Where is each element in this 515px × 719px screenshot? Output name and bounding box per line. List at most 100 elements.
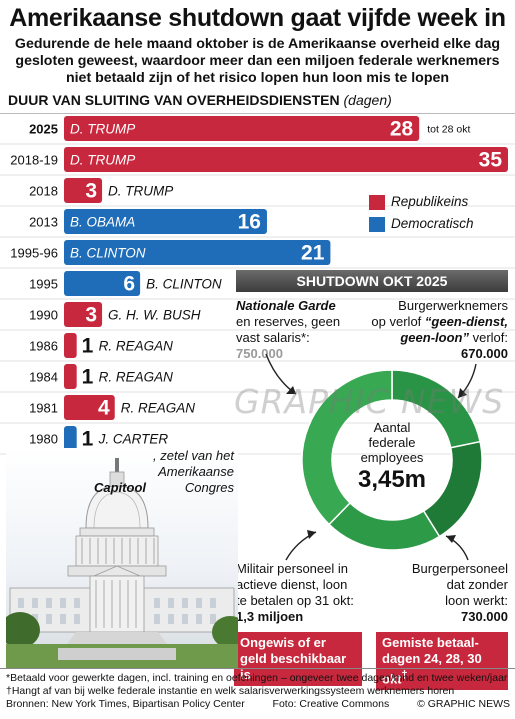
civilian-line3: loon werkt: [445, 593, 508, 608]
value-label: 3 [85, 180, 97, 203]
furlough-quote: “geen-dienst, geen-loon” [400, 314, 508, 345]
military-line3: te betalen op 31 okt: [236, 593, 354, 608]
category-label: 2018 [29, 184, 58, 199]
donut-center-line1: Aantal [373, 420, 411, 435]
footer-divider [0, 668, 515, 669]
president-label: J. CARTER [98, 432, 169, 447]
furlough-line3: verlof: [472, 330, 508, 345]
president-label: D. TRUMP [70, 122, 135, 137]
national-guard-label: Nationale Garde [236, 298, 336, 313]
furlough-line1: Burgerwerknemers [398, 298, 508, 313]
chart-title-text: DUUR VAN SLUITING VAN OVERHEIDSDIENSTEN [8, 92, 340, 108]
footnote-1: *Betaald voor gewerkte dagen, incl. trai… [6, 672, 508, 684]
value-label: 4 [98, 397, 110, 420]
civilian-annotation: Burgerpersoneel dat zonder loon werkt: 7… [384, 561, 508, 625]
furlough-value: 670.000 [461, 346, 508, 361]
president-label: R. REAGAN [121, 401, 196, 416]
president-label: B. OBAMA [70, 215, 135, 230]
photo-credit: Foto: Creative Commons [272, 698, 390, 710]
president-label: R. REAGAN [99, 370, 174, 385]
category-label: 1990 [29, 308, 58, 323]
bar [64, 178, 103, 203]
category-label: 1984 [29, 370, 58, 385]
page-subtitle: Gedurende de hele maand oktober is de Am… [14, 36, 501, 86]
military-line1: Militair personeel in [236, 561, 348, 576]
capitol-photo: Capitool , zetel van het Amerikaanse Cong… [0, 448, 248, 678]
chart-unit: (dagen) [343, 92, 392, 108]
president-label: D. TRUMP [70, 153, 135, 168]
donut-center-line2: federale [368, 435, 416, 450]
president-label: R. REAGAN [99, 339, 174, 354]
military-line2: actieve dienst, loon [236, 577, 348, 592]
value-label: 35 [479, 149, 503, 172]
donut-slice [301, 369, 393, 526]
bar [64, 209, 267, 234]
annotation-arrows-top [265, 353, 477, 399]
civilian-line2: dat zonder [446, 577, 508, 592]
watermark: GRAPHIC NEWS [234, 382, 505, 421]
bar [64, 302, 103, 327]
value-label: 1 [82, 366, 94, 389]
missed-paydays-line1: Gemiste betaal- [382, 635, 479, 650]
donut-svg [301, 369, 483, 551]
president-label: G. H. W. BUSH [108, 308, 201, 323]
value-label: 28 [390, 118, 414, 141]
dagger-mark: † [401, 669, 408, 681]
bar [64, 240, 331, 265]
bar [64, 147, 508, 172]
panel-header: SHUTDOWN OKT 2025 [236, 270, 508, 292]
value-label: 1 [82, 428, 94, 451]
capitol-caption: Capitool , zetel van het Amerikaanse Cong… [94, 448, 234, 496]
military-annotation: Militair personeel in actieve dienst, lo… [236, 561, 376, 625]
annotation-arrows-bottom [285, 530, 469, 561]
legend-label-democrat: Democratisch [391, 216, 474, 231]
value-label: 21 [301, 242, 325, 265]
donut-center-line3: employees [360, 450, 424, 465]
president-label: B. CLINTON [70, 246, 146, 261]
credits-row: Bronnen: New York Times, Bipartisan Poli… [6, 698, 510, 711]
civilian-value: 730.000 [461, 609, 508, 624]
category-label: 1980 [29, 432, 58, 447]
category-label: 1995 [29, 277, 58, 292]
bar [64, 364, 77, 389]
category-label: 2013 [29, 215, 58, 230]
donut-center: Aantal federale employees 3,45m [300, 420, 484, 495]
chart-title: DUUR VAN SLUITING VAN OVERHEIDSDIENSTEN … [8, 92, 392, 108]
furlough-line2: op verlof [371, 314, 422, 329]
bar [64, 271, 141, 296]
bar [64, 395, 115, 420]
national-guard-annotation: Nationale Garde en reserves, geen vast s… [236, 298, 366, 362]
civilian-line1: Burgerpersoneel [411, 561, 508, 576]
value-label: 3 [85, 304, 97, 327]
legend-label-republican: Republikeins [391, 194, 469, 209]
sources: Bronnen: New York Times, Bipartisan Poli… [6, 698, 245, 710]
furlough-annotation: Burgerwerknemers op verlof “geen-dienst,… [356, 298, 508, 362]
value-label: 16 [238, 211, 261, 234]
shutdown-duration-bar-chart: 2025 D. TRUMP 28 tot 28 okt 2018-19 D. TRUMP 3… [0, 116, 515, 455]
category-label: 1995-96 [10, 246, 58, 261]
president-label: D. TRUMP [108, 184, 173, 199]
uncertain-funding-box: Ongewis of er geld beschikbaar is [234, 632, 362, 686]
employees-donut: Aantal federale employees 3,45m [300, 368, 484, 552]
footnote-2: †Hangt af van bij welke federale instant… [6, 685, 455, 697]
value-label: 1 [82, 335, 94, 358]
bar [64, 116, 420, 141]
category-label: 2018-19 [10, 153, 58, 168]
military-value: 1,3 miljoen [236, 609, 304, 624]
capitol-caption-text: , zetel van het Amerikaanse Congres [153, 448, 234, 495]
national-guard-text: en reserves, geen vast salaris*: [236, 314, 341, 345]
national-guard-value: 750.000 [236, 346, 283, 361]
note-label: tot 28 okt [427, 124, 470, 136]
president-label: B. CLINTON [146, 277, 222, 292]
capitol-name: Capitool [94, 480, 146, 495]
page-title: Amerikaanse shutdown gaat vijfde week in [9, 4, 506, 32]
category-label: 1981 [29, 401, 58, 416]
value-label: 6 [123, 273, 135, 296]
republican-swatch [369, 195, 385, 210]
bar [64, 426, 77, 451]
copyright: © GRAPHIC NEWS [417, 698, 510, 710]
democrat-swatch [369, 217, 385, 232]
missed-paydays-line2: dagen 24, 28, 30 okt [382, 651, 482, 687]
category-label: 2025 [29, 122, 58, 137]
footnotes: *Betaald voor gewerkte dagen, incl. trai… [6, 672, 510, 711]
